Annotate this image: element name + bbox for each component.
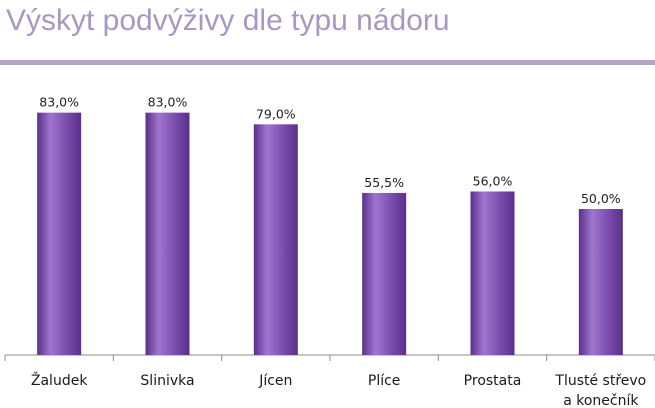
category-label: Plíce — [368, 373, 401, 389]
bar-value-label: 83,0% — [148, 95, 188, 110]
chart-title: Výskyt podvýživy dle typu nádoru — [6, 4, 450, 37]
bar — [145, 112, 190, 355]
bar — [362, 192, 407, 355]
category-label: Slinivka — [140, 373, 194, 389]
x-axis-ticks — [4, 355, 655, 361]
category-label: Jícen — [258, 373, 292, 389]
bar-value-label: 50,0% — [581, 191, 621, 206]
category-label: Žaludek — [31, 371, 88, 389]
bar — [37, 112, 82, 355]
bar-value-label: 83,0% — [39, 95, 79, 110]
data-labels: 83,0% 83,0% 79,0% 55,5% 56,0% 50,0% — [39, 95, 620, 206]
category-label: Prostata — [464, 373, 522, 389]
bar-value-label: 56,0% — [473, 173, 513, 188]
title-divider — [0, 60, 655, 65]
bar-value-label: 79,0% — [256, 106, 296, 121]
bar — [253, 124, 298, 355]
bar — [470, 191, 515, 355]
category-labels: Žaludek Slinivka Jícen Plíce Prostata Tlusté … — [31, 371, 646, 408]
bar-value-label: 55,5% — [364, 175, 404, 190]
bar — [578, 209, 623, 355]
bar-series — [37, 112, 623, 355]
category-label: Tlusté střevo a konečník — [554, 373, 646, 408]
